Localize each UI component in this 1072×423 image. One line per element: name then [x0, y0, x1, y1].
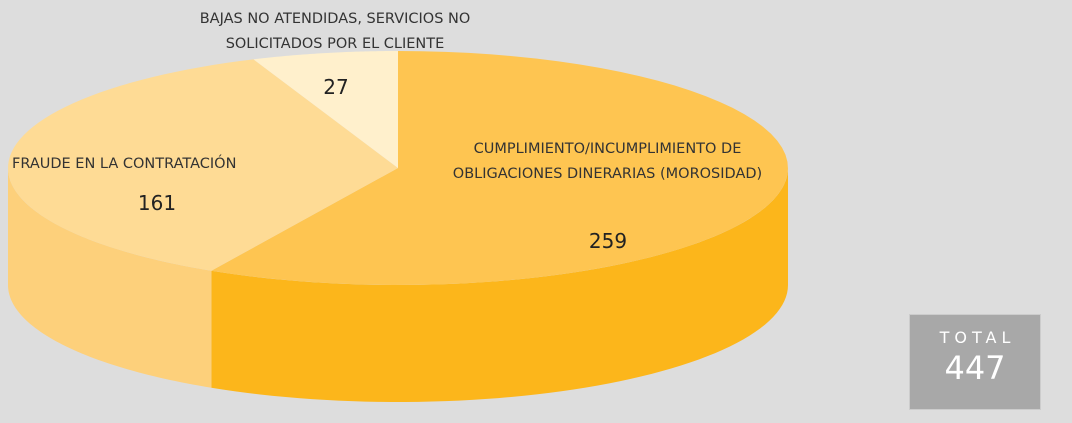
slice-side: [8, 168, 212, 388]
value-label: 27: [323, 75, 349, 99]
total-value: 447: [944, 349, 1006, 387]
slice-label: BAJAS NO ATENDIDAS, SERVICIOS NO SOLICIT…: [199, 11, 471, 52]
total-box: TOTAL 447: [909, 314, 1041, 410]
slice-label: CUMPLIMIENTO/INCUMPLIMIENTO DE OBLIGACIO…: [452, 141, 763, 182]
slice-label: FRAUDE EN LA CONTRATACIÓN: [12, 156, 237, 172]
slice: [253, 51, 398, 168]
total-label: TOTAL: [939, 328, 1016, 347]
slice: [211, 51, 788, 285]
slice-side: [211, 168, 788, 402]
slice: [8, 59, 399, 271]
value-label: 259: [588, 229, 628, 253]
value-label: 161: [137, 191, 177, 215]
